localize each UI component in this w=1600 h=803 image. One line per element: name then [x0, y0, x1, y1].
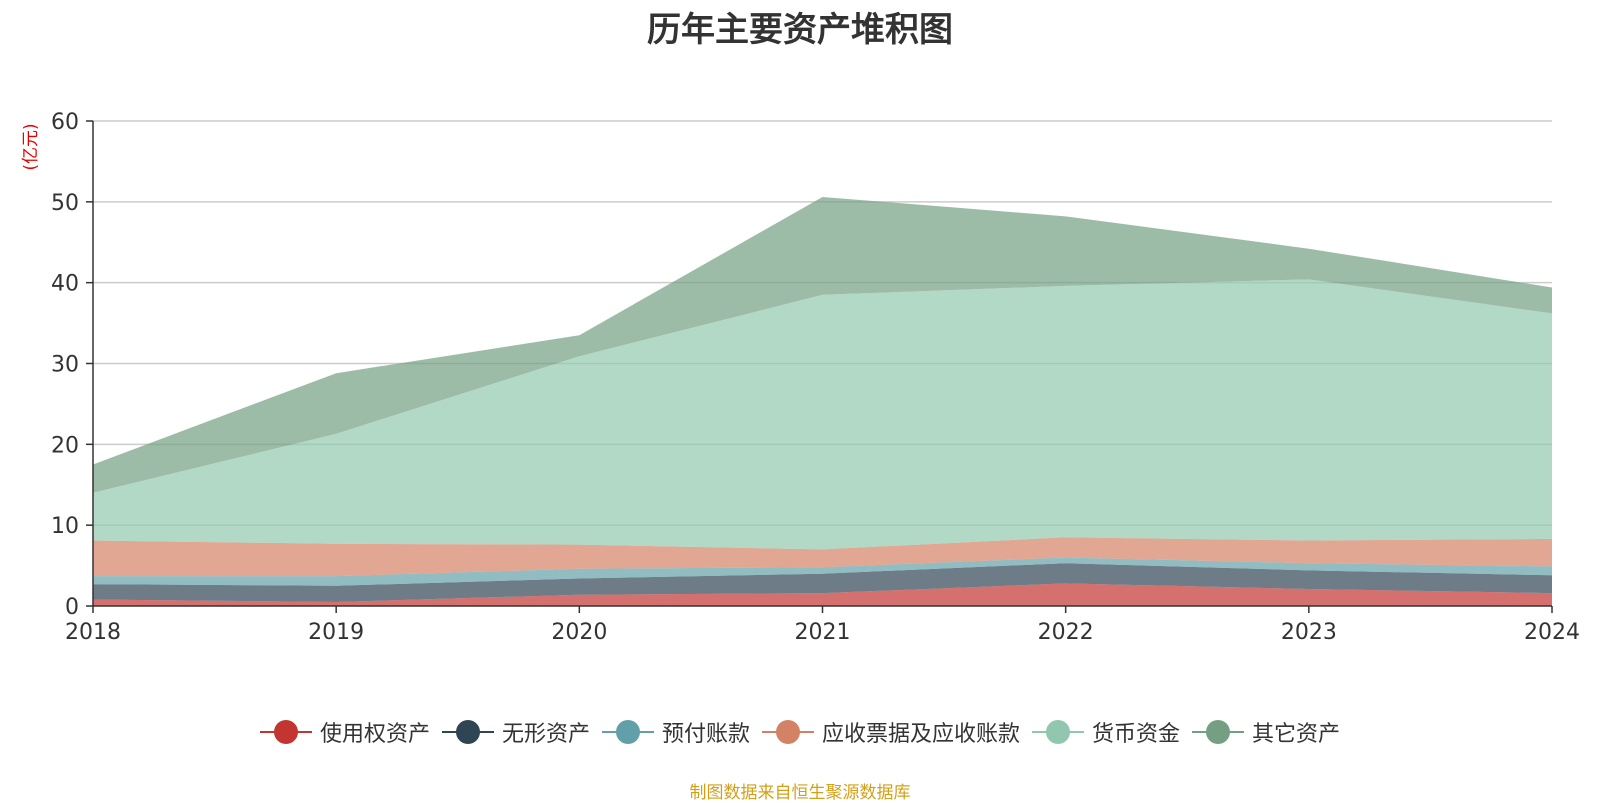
- x-tick-label: 2023: [1281, 620, 1337, 645]
- area-series-5: [93, 279, 1552, 550]
- area-series-6: [93, 197, 1552, 493]
- legend-label: 使用权资产: [319, 722, 430, 747]
- area-series-1: [93, 583, 1552, 606]
- y-tick-label: 50: [51, 191, 79, 216]
- x-tick-label: 2020: [551, 620, 607, 645]
- legend-item[interactable]: 无形资产: [441, 716, 590, 748]
- legend-label: 预付账款: [661, 722, 750, 747]
- area-series-4: [93, 537, 1552, 577]
- area-series-2: [93, 563, 1552, 602]
- x-tick-label: 2021: [795, 620, 851, 645]
- area-series: [93, 197, 1552, 606]
- legend-marker-icon: [259, 719, 312, 745]
- y-tick-label: 0: [65, 595, 79, 620]
- y-tick-label: 20: [51, 433, 79, 458]
- y-tick-label: 60: [51, 110, 79, 135]
- legend-marker-icon: [1032, 719, 1085, 745]
- legend-marker-icon: [1192, 719, 1245, 745]
- chart-title: 历年主要资产堆积图: [647, 10, 953, 50]
- legend-item[interactable]: 其它资产: [1192, 716, 1340, 748]
- source-note: 制图数据来自恒生聚源数据库: [689, 783, 911, 803]
- axes: 0 10 20 30 40 50 60 2018 2019 2020 2021 2022 2023 202…: [51, 110, 1580, 645]
- legend-marker-icon: [441, 719, 494, 745]
- legend-label: 无形资产: [501, 722, 590, 747]
- legend-label: 应收票据及应收账款: [822, 722, 1021, 747]
- y-tick-label: 40: [51, 272, 79, 297]
- legend-item[interactable]: 预付账款: [601, 716, 750, 748]
- legend: 使用权资产 无形资产 预付账款 应收票据及应收账款 货币资金 其它资产: [0, 716, 1600, 748]
- legend-label: 货币资金: [1092, 722, 1181, 747]
- x-tick-label: 2018: [65, 620, 121, 645]
- y-tick-label: 30: [51, 353, 79, 378]
- x-tick-label: 2024: [1524, 620, 1580, 645]
- x-tick-label: 2022: [1038, 620, 1094, 645]
- x-tick-label: 2019: [308, 620, 364, 645]
- y-tick-label: 10: [51, 514, 79, 539]
- area-series-3: [93, 557, 1552, 586]
- legend-marker-icon: [762, 719, 814, 745]
- legend-item[interactable]: 应收票据及应收账款: [762, 716, 1020, 748]
- legend-item[interactable]: 货币资金: [1032, 716, 1180, 748]
- y-axis-unit-label: (亿元): [21, 123, 41, 170]
- legend-label: 其它资产: [1252, 722, 1341, 747]
- legend-marker-icon: [601, 719, 654, 745]
- legend-item[interactable]: 使用权资产: [259, 716, 430, 748]
